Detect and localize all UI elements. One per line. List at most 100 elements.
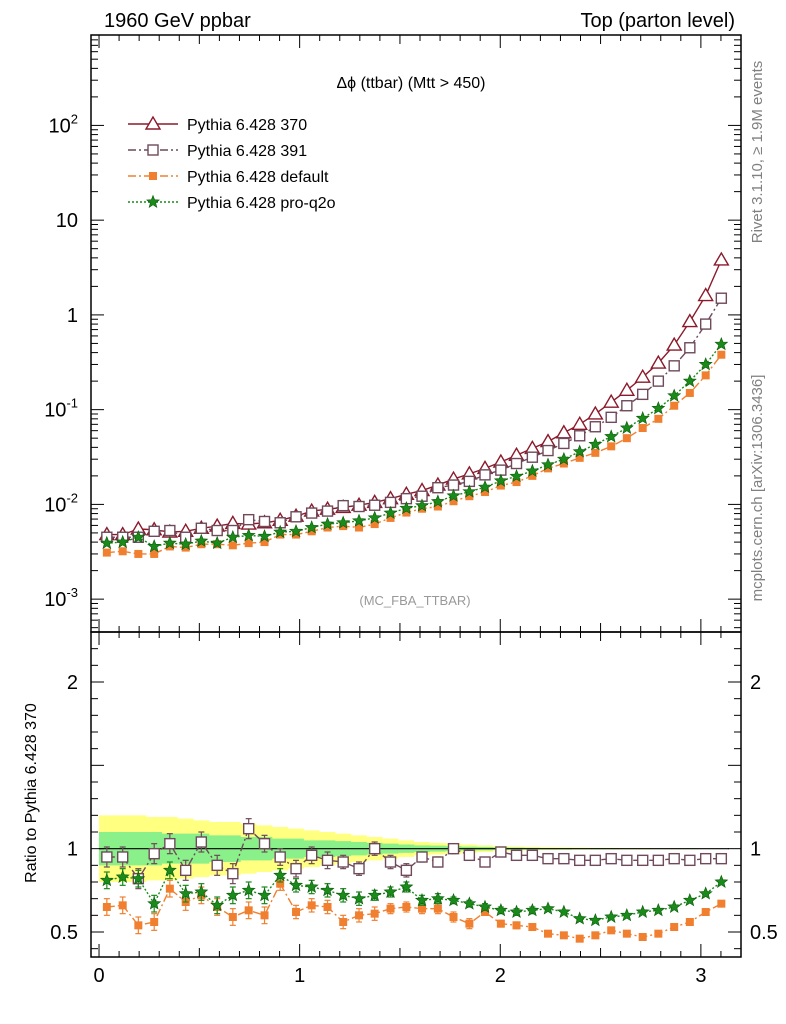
ratio-data-point <box>418 904 427 913</box>
main-series-line <box>106 259 722 536</box>
main-data-point <box>681 313 699 328</box>
main-data-point <box>321 505 334 517</box>
legend: Pythia 6.428 370 Pythia 6.428 391 Pythia 6… <box>128 115 336 212</box>
main-data-point <box>652 375 665 387</box>
ratio-data-point <box>495 846 507 858</box>
ratio-data-point <box>164 837 176 850</box>
ratio-data-point <box>273 867 288 882</box>
main-data-point <box>432 482 444 494</box>
ratio-data-point <box>399 879 414 893</box>
main-y-tick-label: 102 <box>49 111 78 137</box>
main-data-point <box>178 536 193 551</box>
main-data-point <box>353 500 365 513</box>
main-data-point <box>462 484 477 498</box>
main-data-point <box>618 381 636 397</box>
main-y-tick-label: 10-2 <box>44 490 78 516</box>
main-data-point <box>194 533 209 547</box>
legend-marker <box>146 194 160 208</box>
main-data-point <box>290 511 302 523</box>
ratio-data-point <box>416 851 428 863</box>
main-data-point <box>571 415 588 431</box>
ratio-data-point <box>699 852 712 865</box>
ratio-data-point <box>446 892 461 907</box>
main-data-point <box>542 444 554 457</box>
ratio-y-tick-label-right: 0.5 <box>750 922 778 944</box>
main-data-point <box>402 508 411 517</box>
main-data-point <box>241 528 256 542</box>
main-data-point <box>496 481 505 490</box>
main-data-point <box>526 451 539 463</box>
main-data-point <box>575 453 584 462</box>
ratio-ticks: 0.5 0.5 1 1 2 2 0 1 2 3 <box>50 632 778 987</box>
ratio-data-point <box>115 869 130 883</box>
rivet-label: Rivet 3.1.10, ≥ 1.9M events <box>749 61 766 244</box>
ratio-data-point <box>211 859 223 872</box>
x-tick-label: 1 <box>294 965 305 987</box>
legend-entry: Pythia 6.428 391 <box>187 143 307 160</box>
ratio-data-point <box>258 837 271 850</box>
ratio-series-0 <box>101 818 728 890</box>
main-data-point <box>602 393 620 408</box>
ratio-data-point <box>305 849 318 862</box>
main-data-point <box>667 388 682 402</box>
ratio-data-point <box>257 887 272 902</box>
main-data-point <box>367 510 382 524</box>
main-data-point <box>587 405 604 420</box>
ratio-data-point <box>449 913 458 921</box>
ratio-y-tick-label: 2 <box>67 672 78 694</box>
ratio-data-point <box>717 899 726 908</box>
main-data-point <box>510 457 523 470</box>
ratio-data-point <box>276 879 285 888</box>
ratio-plot-panel: 0.5 0.5 1 1 2 2 0 1 2 3 Ratio to Pythia 6.428 370 <box>23 631 778 987</box>
main-data-point <box>447 479 460 491</box>
ratio-data-point <box>290 862 302 875</box>
main-data-point <box>337 499 349 512</box>
main-data-point <box>717 350 726 359</box>
main-series-line <box>106 354 722 555</box>
ratio-data-point <box>386 904 395 913</box>
main-data-point <box>244 539 253 548</box>
ratio-series-1 <box>102 876 726 943</box>
ratio-data-point <box>323 903 332 911</box>
header-right: Top (parton level) <box>580 10 735 32</box>
main-data-point <box>697 287 714 302</box>
main-data-point <box>682 373 697 388</box>
ratio-uncertainty-bands <box>98 815 730 882</box>
x-tick-label: 2 <box>495 965 506 987</box>
ratio-y-tick-label-right: 1 <box>750 839 761 861</box>
ratio-data-point <box>321 854 334 867</box>
ratio-data-point <box>512 921 521 930</box>
main-data-point <box>165 542 174 551</box>
ratio-data-point <box>684 854 696 867</box>
main-data-point <box>525 463 540 477</box>
main-data-point <box>414 498 429 512</box>
main-data-point <box>228 541 237 550</box>
ratio-data-point <box>607 926 616 935</box>
ratio-data-point <box>101 851 113 863</box>
ratio-data-point <box>670 923 679 931</box>
ratio-data-point <box>447 842 460 855</box>
ratio-series-line <box>106 882 722 940</box>
main-data-point <box>102 548 111 557</box>
legend-entry: Pythia 6.428 370 <box>187 117 307 134</box>
ratio-data-point <box>528 923 537 931</box>
main-data-point <box>555 424 573 439</box>
main-data-point <box>589 421 602 433</box>
ratio-data-point <box>402 903 411 911</box>
main-data-point <box>559 459 568 468</box>
main-data-point <box>305 507 318 519</box>
ratio-data-point <box>635 904 650 918</box>
ratio-data-point <box>288 877 303 892</box>
ratio-data-point <box>355 911 364 920</box>
ratio-data-point <box>244 906 253 915</box>
main-data-point <box>651 401 666 415</box>
ratio-y-tick-label: 1 <box>67 839 78 861</box>
main-data-point <box>449 497 458 506</box>
main-data-point <box>701 371 710 380</box>
ratio-data-point <box>368 842 381 855</box>
ratio-data-point <box>99 872 114 887</box>
main-data-point <box>654 414 663 423</box>
main-data-point <box>99 535 114 550</box>
main-data-point <box>715 292 728 304</box>
